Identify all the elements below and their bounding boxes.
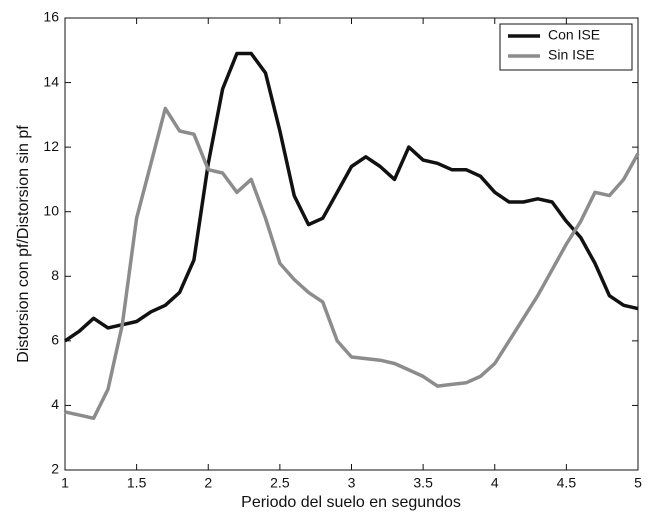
- x-tick-label: 2.5: [270, 475, 290, 491]
- legend-label: Sin ISE: [548, 47, 595, 63]
- y-tick-label: 8: [51, 267, 59, 283]
- x-tick-label: 3: [348, 475, 356, 491]
- y-axis-label: Distorsion con pf/Distorsion sin pf: [15, 125, 32, 363]
- x-axis-label: Periodo del suelo en segundos: [241, 494, 461, 511]
- y-tick-label: 4: [51, 396, 59, 412]
- y-tick-label: 14: [43, 73, 59, 89]
- legend-label: Con ISE: [548, 27, 600, 43]
- y-tick-label: 6: [51, 332, 59, 348]
- y-tick-label: 16: [43, 9, 59, 25]
- x-tick-label: 1.5: [127, 475, 147, 491]
- x-tick-label: 2: [204, 475, 212, 491]
- x-tick-label: 4: [491, 475, 499, 491]
- x-tick-label: 1: [61, 475, 69, 491]
- y-tick-label: 2: [51, 461, 59, 477]
- plot-frame: [64, 17, 639, 471]
- series-line: [64, 106, 640, 421]
- x-tick-label: 4.5: [557, 475, 577, 491]
- series-line: [64, 51, 639, 343]
- y-tick-label: 12: [43, 138, 59, 154]
- x-tick-label: 3.5: [413, 475, 433, 491]
- x-tick-label: 5: [634, 475, 642, 491]
- legend-box: [499, 23, 633, 71]
- y-tick-label: 10: [43, 202, 59, 218]
